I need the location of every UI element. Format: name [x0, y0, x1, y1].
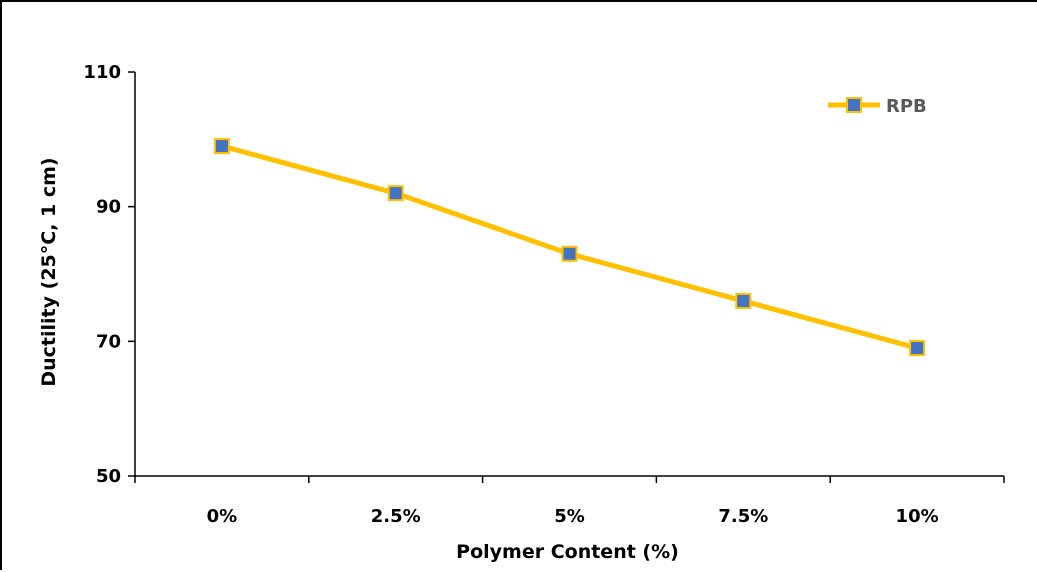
axes	[134, 72, 1004, 477]
x-tick-label: 5%	[554, 506, 585, 527]
y-tick-label: 50	[96, 466, 121, 487]
ticks	[128, 71, 1005, 483]
data-point-marker	[213, 138, 230, 155]
x-tick-label: 10%	[896, 506, 939, 527]
x-tick-label: 0%	[207, 506, 238, 527]
legend: RPB	[828, 96, 927, 117]
series-layer	[213, 138, 926, 357]
x-tick-label: 2.5%	[371, 506, 421, 527]
y-tick-label: 70	[96, 331, 121, 352]
x-tick-label: 7.5%	[718, 506, 768, 527]
data-point-marker	[387, 185, 404, 202]
legend-label: RPB	[886, 96, 927, 117]
x-axis-title: Polymer Content (%)	[456, 541, 679, 563]
y-axis-title: Ductility (25°C, 1 cm)	[38, 157, 60, 386]
data-point-marker	[735, 292, 752, 309]
data-point-marker	[561, 245, 578, 262]
y-tick-label: 110	[83, 62, 121, 83]
y-tick-label: 90	[96, 197, 121, 218]
tick-labels: 50 70 90 110 0% 2.5% 5% 7.5% 10%	[83, 62, 938, 527]
data-point-marker	[909, 340, 926, 357]
legend-marker-swatch	[846, 97, 862, 113]
